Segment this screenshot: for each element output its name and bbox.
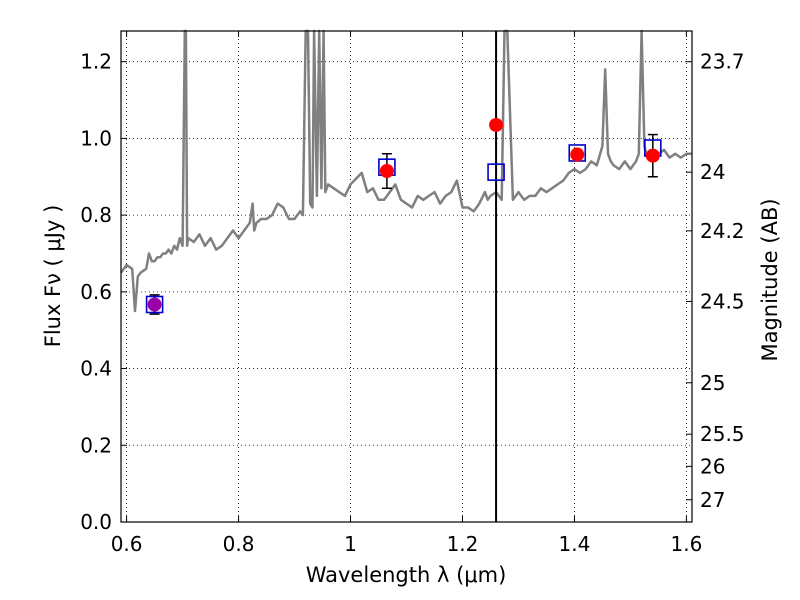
x-tick-label: 1.4 [559,532,591,556]
spectrum-line [119,29,692,313]
model-point [487,163,505,181]
mag-tick-label: 23.7 [700,50,745,74]
mag-tick-label: 24.2 [700,219,745,243]
y-tick-label: 0.4 [80,357,112,381]
mag-tick-label: 25 [700,371,725,395]
photometry-points [145,117,662,315]
x-axis-label: Wavelength λ (μm) [306,563,507,587]
y-tick-label: 0.2 [80,433,112,457]
observed-point [570,147,585,162]
y-tick-label: 1.0 [80,126,112,150]
y-tick-label: 0.8 [80,203,112,227]
y-tick-label: 1.2 [80,50,112,74]
observed-point [379,164,394,179]
spectrum-series [119,29,692,313]
mag-tick-label: 25.5 [700,422,745,446]
y-tick-label: 0.6 [80,280,112,304]
y-tick-label: 0.0 [80,510,112,534]
x-tick-label: 0.6 [111,532,143,556]
x-tick-label: 0.8 [223,532,255,556]
observed-point [489,117,504,132]
model-point [145,295,164,314]
x-tick-label: 1.2 [447,532,479,556]
mag-tick-label: 24 [700,160,725,184]
y-axis-label: Flux Fν ( μJy ) [41,205,65,348]
x-tick-label: 1 [344,532,357,556]
x-tick-label: 1.6 [670,532,702,556]
plot-frame [120,30,693,523]
mag-tick-label: 26 [700,454,725,478]
y2-axis-label: Magnitude (AB) [758,198,782,361]
mag-tick-label: 27 [700,488,725,512]
observed-point [147,297,162,312]
axis-ticks: 0.6 0.8 1 1.2 1.4 1.6 0.0 0.2 0.4 0.6 0.8 1.0 1.2 23.… [80,31,745,556]
mag-tick-label: 24.5 [700,289,745,313]
observed-point [645,148,660,163]
